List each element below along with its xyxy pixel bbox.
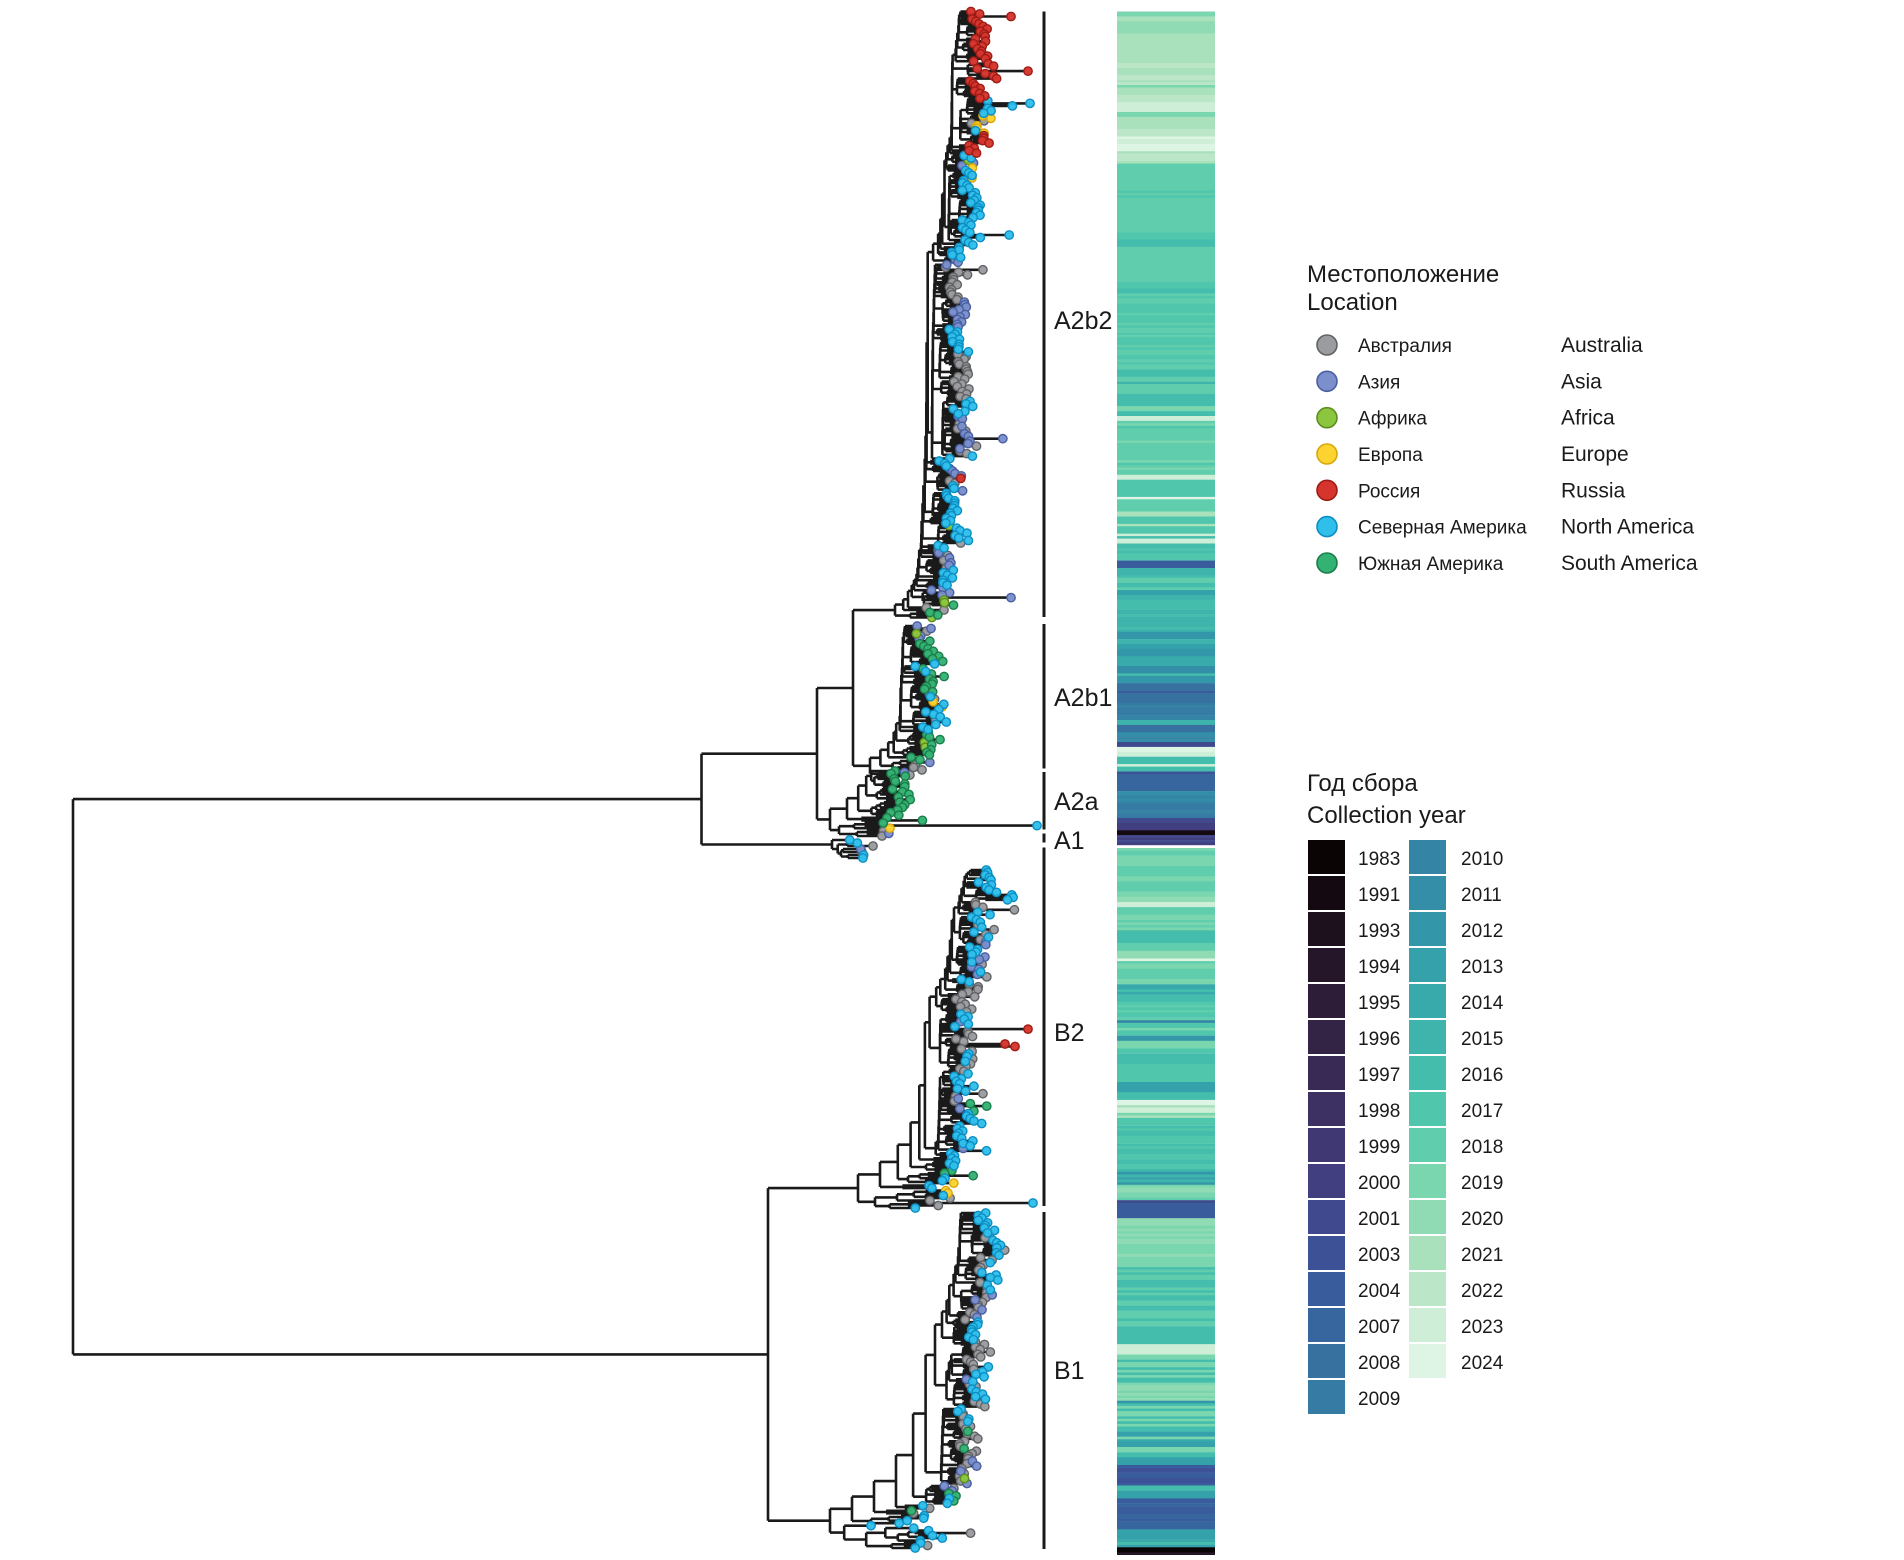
svg-text:Asia: Asia bbox=[1561, 370, 1602, 393]
svg-text:1996: 1996 bbox=[1358, 1029, 1400, 1050]
svg-text:1998: 1998 bbox=[1358, 1101, 1400, 1122]
svg-text:Location: Location bbox=[1307, 289, 1398, 316]
svg-text:2016: 2016 bbox=[1461, 1065, 1503, 1086]
svg-text:Год сбора: Год сбора bbox=[1307, 770, 1418, 797]
svg-text:A2a: A2a bbox=[1054, 788, 1099, 816]
svg-text:B2: B2 bbox=[1054, 1019, 1085, 1047]
svg-text:Европа: Европа bbox=[1358, 445, 1423, 466]
svg-text:2019: 2019 bbox=[1461, 1173, 1503, 1194]
svg-text:B1: B1 bbox=[1054, 1357, 1085, 1385]
svg-text:A2b2: A2b2 bbox=[1054, 307, 1112, 335]
svg-text:2004: 2004 bbox=[1358, 1281, 1401, 1302]
svg-text:2003: 2003 bbox=[1358, 1245, 1400, 1266]
svg-text:2011: 2011 bbox=[1461, 885, 1502, 906]
svg-text:1994: 1994 bbox=[1358, 957, 1401, 978]
svg-text:2021: 2021 bbox=[1461, 1245, 1503, 1266]
svg-text:2010: 2010 bbox=[1461, 849, 1503, 870]
svg-text:Australia: Australia bbox=[1561, 334, 1643, 357]
svg-text:2007: 2007 bbox=[1358, 1317, 1400, 1338]
svg-text:1991: 1991 bbox=[1358, 885, 1400, 906]
svg-text:1997: 1997 bbox=[1358, 1065, 1400, 1086]
svg-text:2018: 2018 bbox=[1461, 1137, 1503, 1158]
svg-text:2024: 2024 bbox=[1461, 1353, 1504, 1374]
svg-text:Местоположение: Местоположение bbox=[1307, 261, 1499, 288]
svg-text:2009: 2009 bbox=[1358, 1389, 1400, 1410]
svg-text:A1: A1 bbox=[1054, 827, 1085, 855]
svg-text:2000: 2000 bbox=[1358, 1173, 1400, 1194]
svg-text:1983: 1983 bbox=[1358, 849, 1400, 870]
svg-text:2023: 2023 bbox=[1461, 1317, 1503, 1338]
svg-text:Африка: Африка bbox=[1358, 409, 1427, 430]
svg-text:Russia: Russia bbox=[1561, 479, 1626, 502]
svg-text:Collection year: Collection year bbox=[1307, 802, 1466, 829]
svg-text:Южная Америка: Южная Америка bbox=[1358, 554, 1504, 575]
svg-text:2015: 2015 bbox=[1461, 1029, 1503, 1050]
svg-text:Азия: Азия bbox=[1358, 372, 1400, 393]
svg-text:Австралия: Австралия bbox=[1358, 336, 1452, 357]
svg-text:2022: 2022 bbox=[1461, 1281, 1503, 1302]
svg-text:2020: 2020 bbox=[1461, 1209, 1503, 1230]
svg-text:1993: 1993 bbox=[1358, 921, 1400, 942]
svg-text:Africa: Africa bbox=[1561, 407, 1615, 430]
svg-text:Europe: Europe bbox=[1561, 443, 1629, 466]
svg-text:Россия: Россия bbox=[1358, 481, 1420, 502]
svg-text:2008: 2008 bbox=[1358, 1353, 1400, 1374]
svg-text:A2b1: A2b1 bbox=[1054, 684, 1112, 712]
svg-text:2017: 2017 bbox=[1461, 1101, 1503, 1122]
svg-text:1999: 1999 bbox=[1358, 1137, 1400, 1158]
svg-text:North America: North America bbox=[1561, 516, 1694, 539]
svg-text:2013: 2013 bbox=[1461, 957, 1503, 978]
svg-text:2014: 2014 bbox=[1461, 993, 1504, 1014]
svg-text:2001: 2001 bbox=[1358, 1209, 1400, 1230]
svg-text:2012: 2012 bbox=[1461, 921, 1503, 942]
svg-text:1995: 1995 bbox=[1358, 993, 1400, 1014]
svg-text:South America: South America bbox=[1561, 552, 1698, 575]
svg-text:Северная Америка: Северная Америка bbox=[1358, 518, 1527, 539]
